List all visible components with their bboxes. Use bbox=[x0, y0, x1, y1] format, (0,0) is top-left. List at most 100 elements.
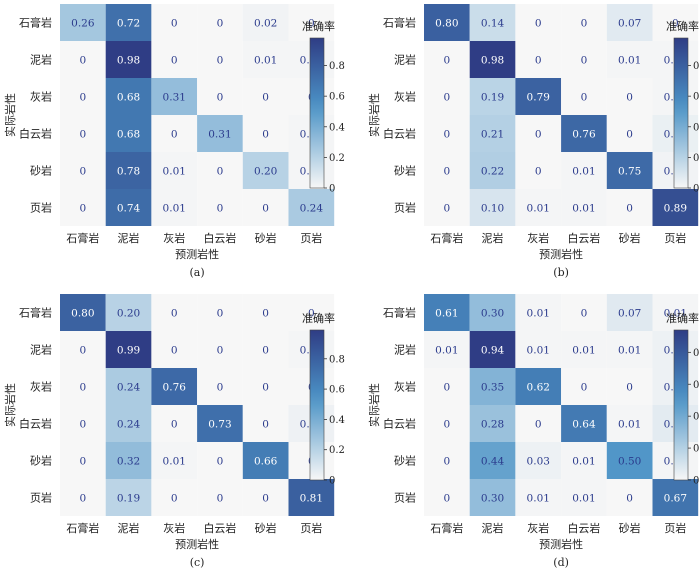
cell-value-label: 0 bbox=[217, 203, 224, 215]
colorbar-title: 准确率 bbox=[302, 19, 335, 33]
heatmap-cell bbox=[424, 78, 470, 115]
y-tick-label: 石膏岩 bbox=[383, 306, 416, 320]
colorbar-tick-label: 0.8 bbox=[329, 354, 345, 365]
heatmap-cell bbox=[105, 189, 152, 226]
cell-value-label: 0.01 bbox=[572, 493, 595, 505]
y-tick-label: 泥岩 bbox=[394, 53, 416, 67]
cell-value-label: 0.31 bbox=[163, 92, 186, 104]
heatmap-cell bbox=[469, 78, 516, 115]
cell-value-label: 0.35 bbox=[481, 382, 504, 394]
cell-value-label: 0.81 bbox=[300, 493, 323, 505]
cell-value-label: 0 bbox=[171, 345, 178, 357]
cell-value-label: 0.31 bbox=[208, 129, 231, 141]
x-tick-label: 泥岩 bbox=[482, 231, 504, 245]
cell-value-label: 0.03 bbox=[527, 456, 550, 468]
heatmap-cell bbox=[469, 294, 516, 331]
heatmap-panel-1: 0.26 0.72 0 0 0.02 0 0 0.98 0 0 0.01 0.01 0 0.68 0.31 0… bbox=[3, 4, 345, 279]
x-tick-label: 页岩 bbox=[664, 521, 686, 535]
colorbar-title: 准确率 bbox=[666, 19, 699, 33]
colorbar-gradient bbox=[673, 37, 689, 189]
heatmap-cell bbox=[242, 442, 289, 479]
cell-value-label: 0 bbox=[535, 166, 542, 178]
y-tick-label: 石膏岩 bbox=[19, 306, 52, 320]
heatmap-cell bbox=[469, 479, 516, 516]
heatmap-cell bbox=[151, 442, 198, 479]
cell-value-label: 0.78 bbox=[117, 166, 140, 178]
cell-value-label: 0.24 bbox=[117, 382, 141, 394]
heatmap-cell bbox=[515, 115, 562, 152]
heatmap-cell bbox=[561, 189, 607, 226]
heatmap-cell bbox=[105, 4, 152, 41]
heatmap-panel-2: 0.800.14000.07000.98000.010.0100.190.790… bbox=[367, 4, 700, 279]
cell-value-label: 0 bbox=[262, 203, 269, 215]
heatmap-cell bbox=[515, 294, 562, 331]
cell-value-label: 0 bbox=[80, 166, 87, 178]
cell-value-label: 0.89 bbox=[664, 203, 687, 215]
heatmap-cell bbox=[606, 41, 653, 78]
heatmap-cell bbox=[469, 115, 516, 152]
cell-value-label: 0 bbox=[626, 203, 633, 215]
heatmap-cell bbox=[151, 479, 198, 516]
y-tick-label: 砂岩 bbox=[30, 164, 52, 178]
x-tick-label: 石膏岩 bbox=[66, 231, 99, 245]
colorbar-tick-label: 0.6 bbox=[693, 92, 700, 103]
x-tick-label: 砂岩 bbox=[255, 521, 277, 535]
heatmap-cell bbox=[469, 368, 516, 405]
cell-value-label: 0.66 bbox=[254, 456, 278, 468]
heatmap-cell bbox=[606, 189, 653, 226]
x-tick-label: 灰岩 bbox=[163, 521, 185, 535]
heatmap-cell bbox=[105, 294, 152, 331]
heatmap-cell bbox=[197, 294, 243, 331]
heatmap-cell bbox=[606, 115, 653, 152]
cell-value-label: 0.02 bbox=[254, 18, 277, 30]
cell-value-label: 0 bbox=[80, 493, 87, 505]
heatmap-cell bbox=[151, 4, 198, 41]
cell-value-label: 0 bbox=[217, 55, 224, 67]
cell-value-label: 0.32 bbox=[117, 456, 140, 468]
cell-value-label: 0.01 bbox=[163, 203, 186, 215]
colorbar-tick-label: 0.6 bbox=[329, 92, 345, 103]
cell-value-label: 0 bbox=[80, 92, 87, 104]
heatmap-cell bbox=[561, 4, 607, 41]
cell-value-label: 0.44 bbox=[481, 456, 505, 468]
colorbar-tick-label: 0.6 bbox=[329, 385, 345, 396]
heatmap-cell bbox=[197, 442, 243, 479]
cell-value-label: 0 bbox=[444, 166, 451, 178]
cell-value-label: 0.79 bbox=[527, 92, 550, 104]
heatmap-cell bbox=[288, 189, 335, 226]
cell-value-label: 0.28 bbox=[481, 419, 504, 431]
heatmap-cell bbox=[561, 368, 607, 405]
cell-value-label: 0 bbox=[626, 493, 633, 505]
cell-value-label: 0 bbox=[535, 419, 542, 431]
heatmap-cell bbox=[515, 331, 562, 368]
y-tick-label: 灰岩 bbox=[30, 380, 52, 394]
heatmap-cell bbox=[197, 331, 243, 368]
heatmap-cell bbox=[561, 41, 607, 78]
heatmap-cell bbox=[242, 331, 289, 368]
heatmap-cell bbox=[469, 152, 516, 189]
heatmap-cell bbox=[60, 331, 106, 368]
y-tick-label: 砂岩 bbox=[394, 164, 416, 178]
heatmap-cell bbox=[424, 189, 470, 226]
heatmap-cell bbox=[288, 294, 335, 331]
colorbar-tick-label: 0.6 bbox=[693, 380, 700, 391]
heatmap-cell bbox=[105, 331, 152, 368]
heatmap-cell bbox=[242, 189, 289, 226]
y-tick-label: 页岩 bbox=[394, 491, 416, 505]
y-axis-title: 实际岩性 bbox=[367, 383, 381, 427]
y-tick-label: 灰岩 bbox=[394, 380, 416, 394]
y-tick-label: 石膏岩 bbox=[19, 16, 52, 30]
heatmap-cell bbox=[424, 152, 470, 189]
heatmap-cell bbox=[60, 189, 106, 226]
cell-value-label: 0.94 bbox=[481, 345, 505, 357]
y-tick-label: 白云岩 bbox=[19, 417, 52, 431]
heatmap-cell bbox=[197, 152, 243, 189]
heatmap-cell bbox=[652, 294, 699, 331]
colorbar-title: 准确率 bbox=[666, 311, 699, 325]
heatmap-cell bbox=[424, 294, 470, 331]
cell-value-label: 0 bbox=[262, 129, 269, 141]
